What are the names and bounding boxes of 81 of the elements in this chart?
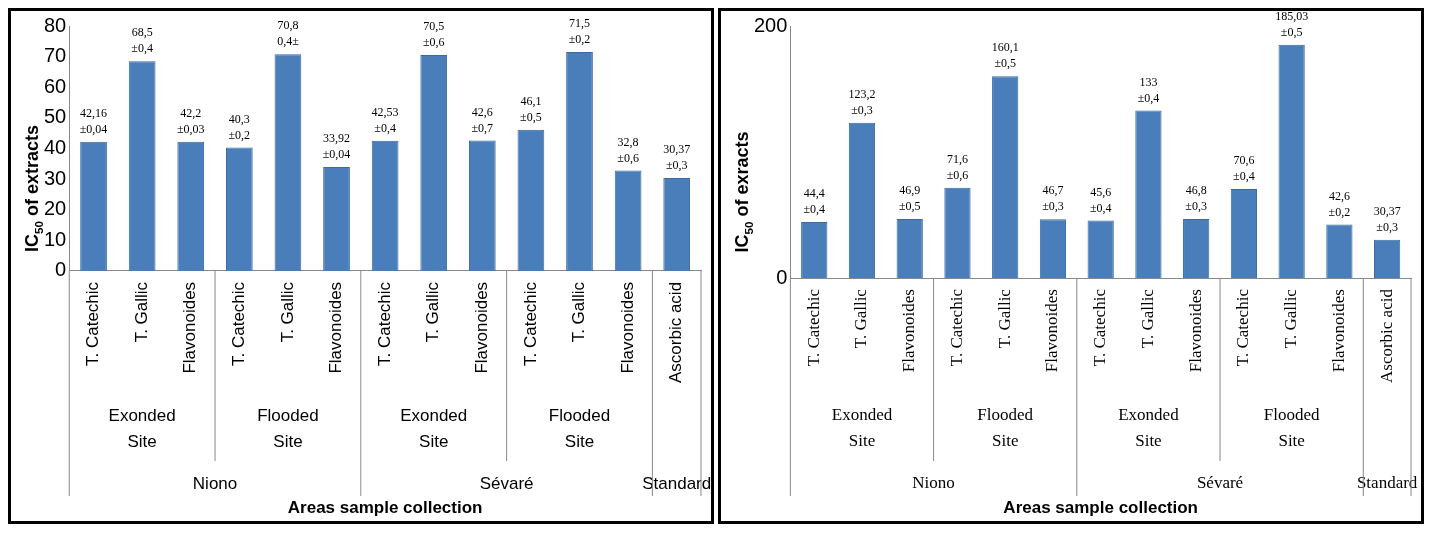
data-label: 32,8 ±0,6	[617, 134, 639, 165]
text: Exonded Site	[400, 405, 468, 451]
data-label: 71,5 ±0,2	[568, 16, 591, 47]
x-tick-label: Flavonoides	[1328, 289, 1348, 373]
data-label: 42,6 ±0,2	[1328, 188, 1351, 219]
y-tick-label: 200	[753, 13, 788, 36]
x-tick-label: T. Catechic	[520, 281, 540, 366]
x-tick-label: T. Gallic	[851, 288, 871, 349]
x-tick-label: Flavonoides	[1042, 289, 1062, 373]
text: Standard	[642, 473, 712, 493]
y-tick-label: 70	[44, 44, 67, 67]
data-label: 70,5 ±0,6	[422, 19, 445, 50]
data-label: 70,6 ±0,4	[1233, 153, 1255, 184]
data-label: 42,2 ±0,03	[176, 105, 205, 136]
data-label: 70,8 0,4±	[277, 18, 300, 49]
text: Niono	[192, 473, 238, 493]
x-tick-label: T. Gallic	[1281, 288, 1301, 349]
data-label: 46,7 ±0,3	[1042, 183, 1064, 214]
x-tick-label: Flavonoides	[180, 281, 200, 374]
data-label: 42,53 ±0,4	[371, 104, 399, 135]
text: Flooded Site	[1263, 405, 1320, 451]
text: Flooded Site	[977, 405, 1034, 451]
x-tick-label: T. Gallic	[994, 288, 1014, 349]
x-tick-label: T. Catechic	[374, 281, 394, 366]
x-tick-label: T. Gallic	[569, 281, 589, 343]
data-label: 42,16 ±0,04	[79, 106, 108, 136]
y-tick-label: 20	[44, 197, 67, 220]
text: Exonded Site	[1118, 405, 1180, 451]
text: Exonded Site	[108, 405, 176, 451]
x-tick-label: Flavonoides	[617, 281, 637, 374]
x-tick-label: T. Catechic	[1090, 288, 1110, 367]
x-tick-label: Flavonoides	[899, 289, 919, 373]
y-tick-label: 30	[44, 166, 67, 189]
y-tick-label: 50	[44, 105, 67, 128]
text: Sévaré	[479, 473, 534, 493]
x-tick-label: T. Gallic	[277, 281, 297, 343]
x-axis-title: Areas sample collection	[287, 497, 483, 517]
data-label: 46,1 ±0,5	[520, 93, 542, 124]
text: Standard	[1356, 473, 1418, 493]
x-tick-label: T. Catechic	[83, 281, 103, 366]
x-tick-label: T. Gallic	[131, 281, 151, 343]
text: Flooded Site	[548, 405, 611, 451]
data-label: 30,37 ±0,3	[663, 142, 691, 173]
x-tick-label: T. Catechic	[946, 288, 966, 367]
x-tick-label: T. Catechic	[1233, 288, 1253, 367]
x-tick-label: Flavonoides	[1185, 289, 1205, 373]
text: Flooded Site	[257, 405, 319, 451]
data-label: 185,03 ±0,5	[1275, 9, 1309, 40]
data-label: 46,9 ±0,5	[898, 183, 921, 214]
data-label: 42,6 ±0,7	[471, 104, 494, 135]
y-tick-label: 60	[44, 74, 67, 97]
data-label: 33,92 ±0,04	[322, 131, 351, 162]
text: Niono	[912, 473, 955, 493]
text: Exonded Site	[831, 405, 893, 451]
data-label: 30,37 ±0,3	[1373, 203, 1401, 234]
data-label: 160,1 ±0,5	[991, 40, 1019, 71]
y-tick-label: 40	[44, 135, 67, 158]
y-tick-label: 80	[44, 13, 67, 36]
data-label: 45,6 ±0,4	[1089, 184, 1112, 215]
data-label: 71,6 ±0,6	[946, 151, 969, 182]
data-label: 123,2 ±0,3	[848, 86, 876, 117]
data-label: 133 ±0,4	[1137, 74, 1160, 105]
text: Sévaré	[1196, 473, 1244, 493]
y-tick-label: 10	[44, 227, 67, 250]
x-tick-label: T. Gallic	[423, 281, 443, 343]
y-axis-title: IC50 of extracts	[21, 124, 45, 252]
x-tick-label: Ascorbic acid	[1376, 288, 1396, 384]
x-tick-label: Flavonoides	[472, 281, 491, 374]
data-label: 68,5 ±0,4	[131, 25, 153, 56]
x-tick-label: Flavonoides	[326, 281, 346, 374]
data-label: 40,3 ±0,2	[228, 111, 251, 142]
y-tick-label: 0	[776, 265, 788, 288]
x-axis-title: Areas sample collection	[1003, 497, 1199, 517]
y-axis-title: IC50 of exracts	[731, 131, 755, 253]
data-label: 46,8 ±0,3	[1185, 183, 1207, 214]
y-tick-label: 0	[55, 258, 67, 281]
x-tick-label: T. Catechic	[803, 288, 823, 367]
x-tick-label: T. Gallic	[1137, 288, 1157, 349]
x-tick-label: T. Catechic	[229, 281, 249, 366]
data-label: 44,4 ±0,4	[803, 186, 826, 217]
x-tick-label: Ascorbic acid	[666, 281, 686, 384]
